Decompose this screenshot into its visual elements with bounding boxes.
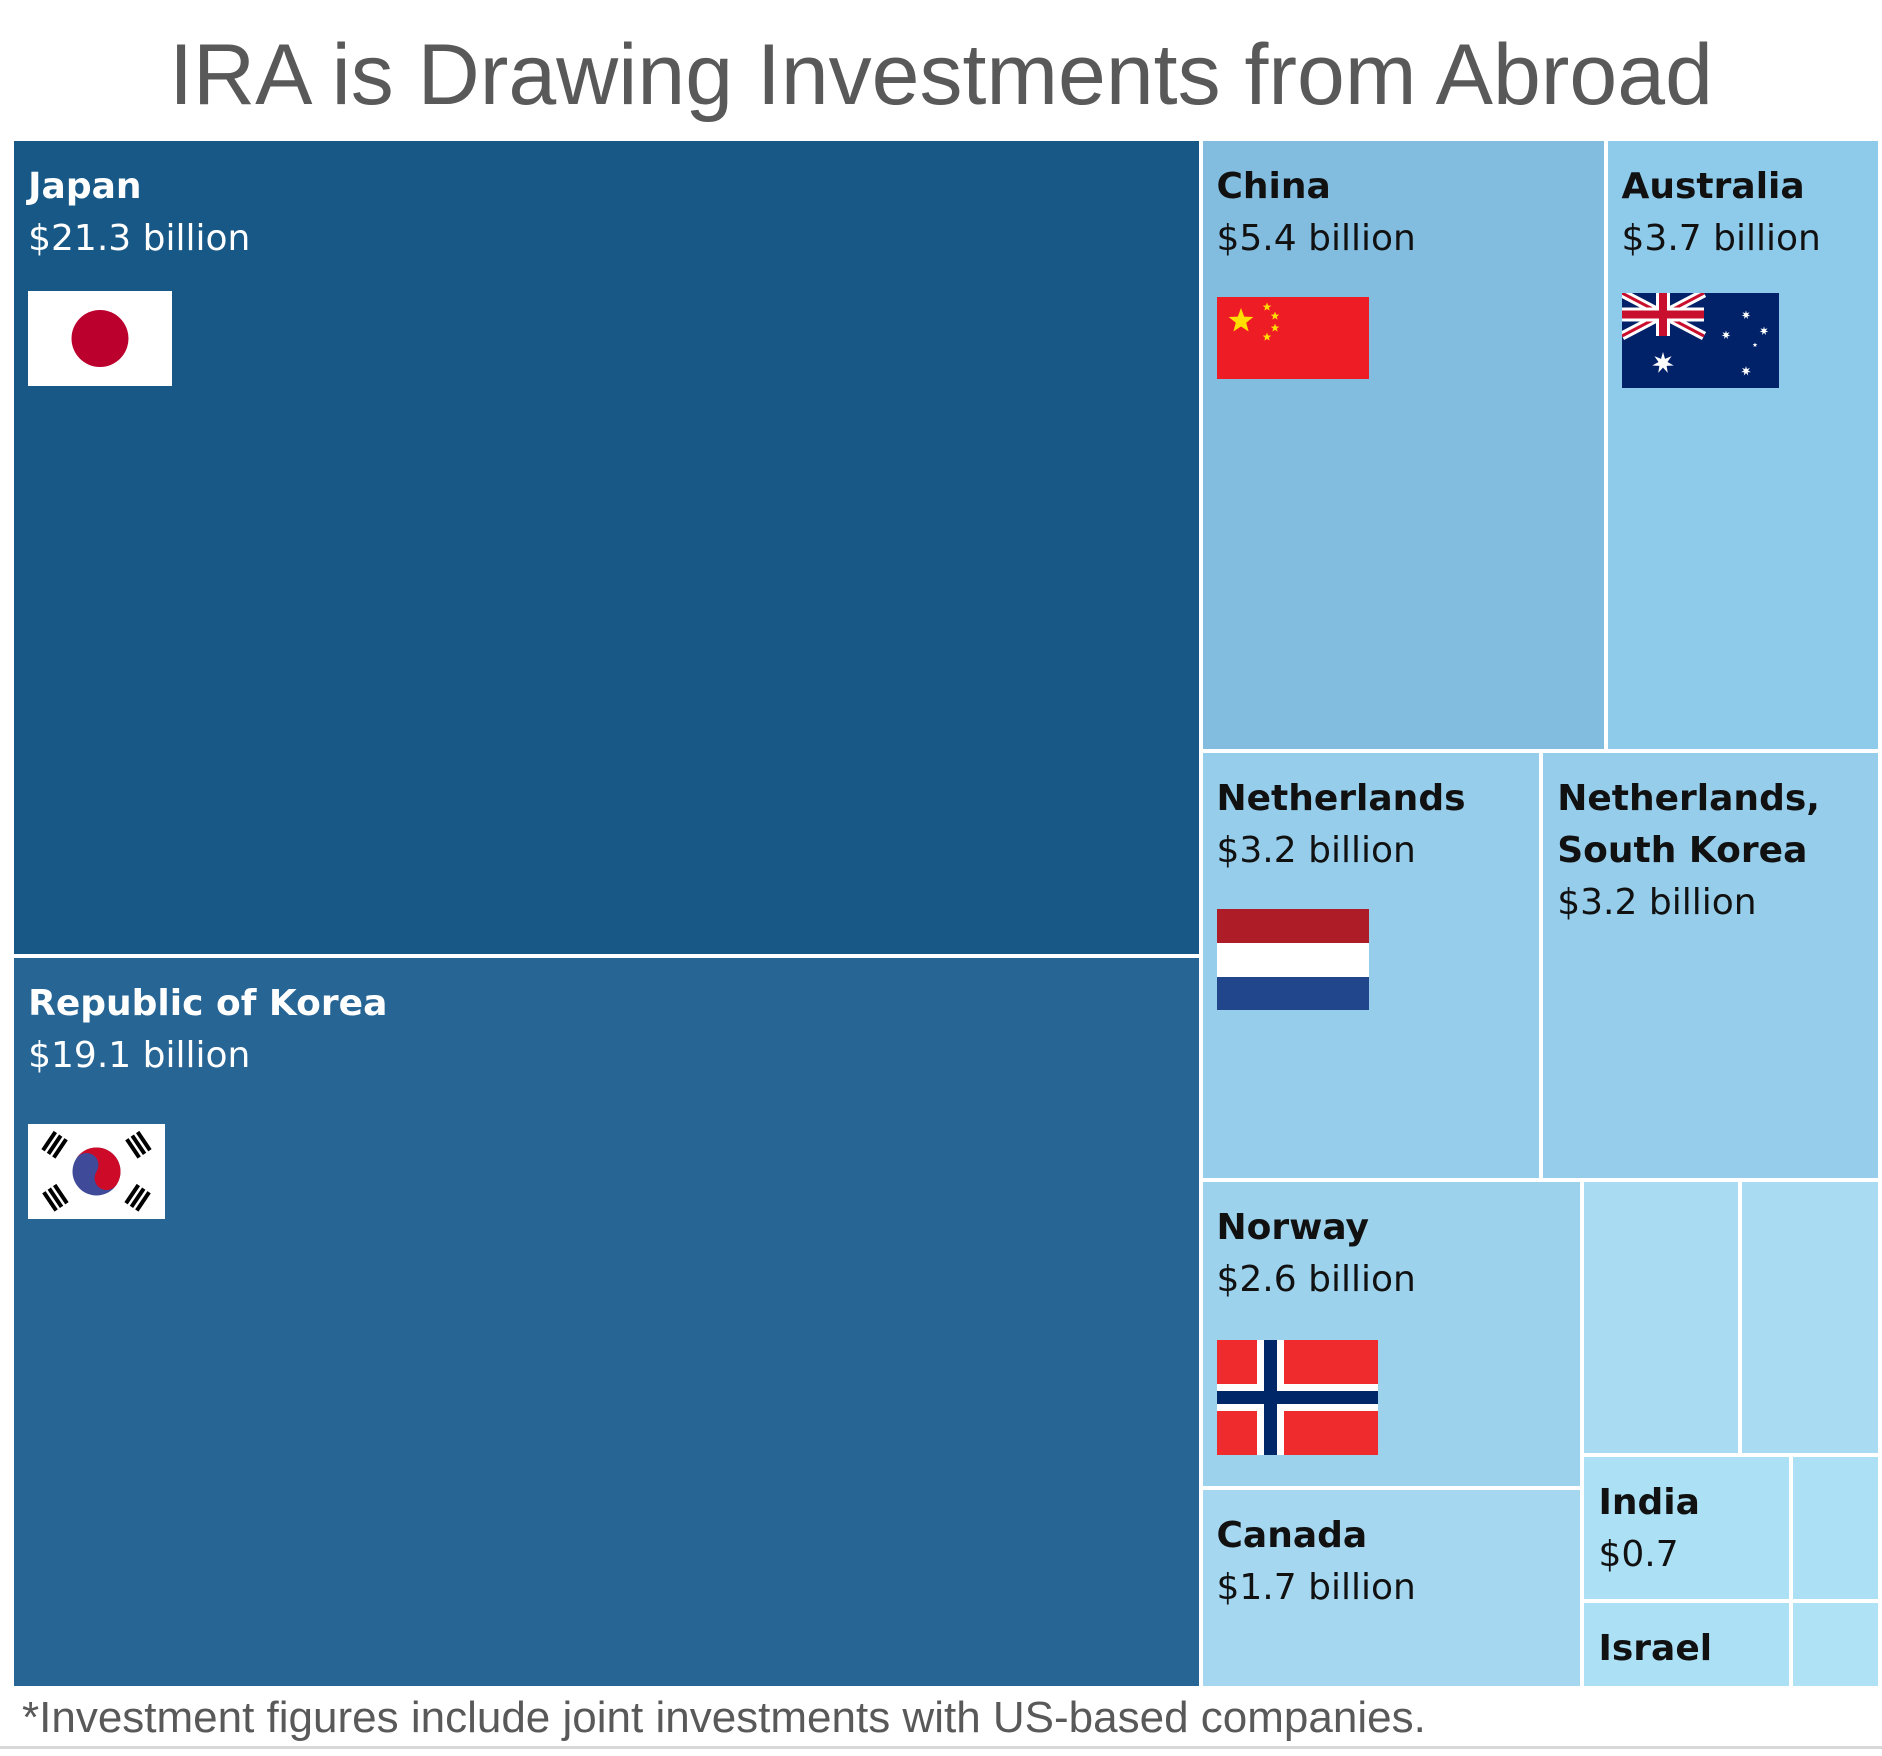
tile-country-name: Israel (1598, 1627, 1713, 1669)
treemap-tile: Israel (1582, 1600, 1792, 1688)
norway-flag (1216, 1339, 1378, 1460)
tile-label: Republic of Korea $19.1 billion (28, 978, 387, 1082)
tile-label: Netherlands, South Korea $3.2 billion (1557, 773, 1820, 929)
treemap-tile: Japan $21.3 billion (12, 139, 1201, 956)
treemap-tile: Republic of Korea $19.1 billion (12, 955, 1201, 1688)
tile-country-name: Netherlands (1216, 777, 1466, 819)
australia-flag (1619, 289, 1779, 393)
tile-country-name: Netherlands, South Korea (1557, 777, 1820, 871)
tile-value-label: $0.7 (1598, 1534, 1679, 1576)
tile-label: China $5.4 billion (1217, 161, 1416, 265)
treemap-tile: India $0.7 (1582, 1455, 1792, 1601)
tile-value-label: $3.2 billion (1216, 829, 1416, 871)
tile-label: Australia $3.7 billion (1622, 161, 1821, 265)
tile-value-label: $19.1 billion (28, 1034, 251, 1076)
treemap-tile (1791, 1600, 1880, 1688)
tile-country-name: India (1598, 1482, 1700, 1524)
footer-divider (0, 1746, 1882, 1749)
treemap-tile (1582, 1179, 1741, 1456)
tile-label: Canada $1.7 billion (1217, 1510, 1416, 1614)
tile-value-label: $2.6 billion (1216, 1258, 1416, 1300)
tile-value-label: $21.3 billion (28, 218, 251, 260)
tile-value-label: $1.7 billion (1216, 1566, 1416, 1608)
treemap-tile (1791, 1455, 1880, 1601)
south-korea-flag (28, 1123, 166, 1224)
tile-label: Israel (1598, 1623, 1712, 1675)
treemap-tile: Canada $1.7 billion (1200, 1487, 1583, 1688)
tile-label: Japan $21.3 billion (28, 161, 250, 265)
footnote: *Investment figures include joint invest… (22, 1693, 1426, 1742)
treemap-tile (1740, 1179, 1880, 1456)
treemap-tile: Netherlands $3.2 billion (1200, 750, 1542, 1180)
japan-flag (28, 290, 173, 391)
treemap-tile: Norway $2.6 billion (1200, 1179, 1583, 1488)
tile-country-name: Australia (1621, 166, 1805, 208)
tile-label: India $0.7 (1598, 1477, 1699, 1581)
treemap-tile: Netherlands, South Korea $3.2 billion (1541, 750, 1880, 1180)
tile-country-name: Norway (1216, 1206, 1370, 1248)
tile-label: Norway $2.6 billion (1217, 1202, 1416, 1306)
treemap-tile: Australia $3.7 billion (1605, 139, 1880, 751)
tile-value-label: $3.7 billion (1621, 218, 1821, 260)
tile-country-name: Japan (28, 166, 142, 208)
china-flag (1216, 296, 1369, 384)
tile-country-name: Canada (1216, 1514, 1368, 1556)
tile-value-label: $5.4 billion (1216, 218, 1416, 260)
tile-country-name: China (1216, 166, 1331, 208)
tile-value-label: $3.2 billion (1557, 881, 1757, 923)
chart-title: IRA is Drawing Investments from Abroad (169, 27, 1713, 123)
tile-label: Netherlands $3.2 billion (1217, 773, 1466, 877)
tile-country-name: Republic of Korea (28, 982, 388, 1024)
netherlands-flag (1216, 909, 1369, 1015)
treemap-tile: China $5.4 billion (1200, 139, 1606, 751)
